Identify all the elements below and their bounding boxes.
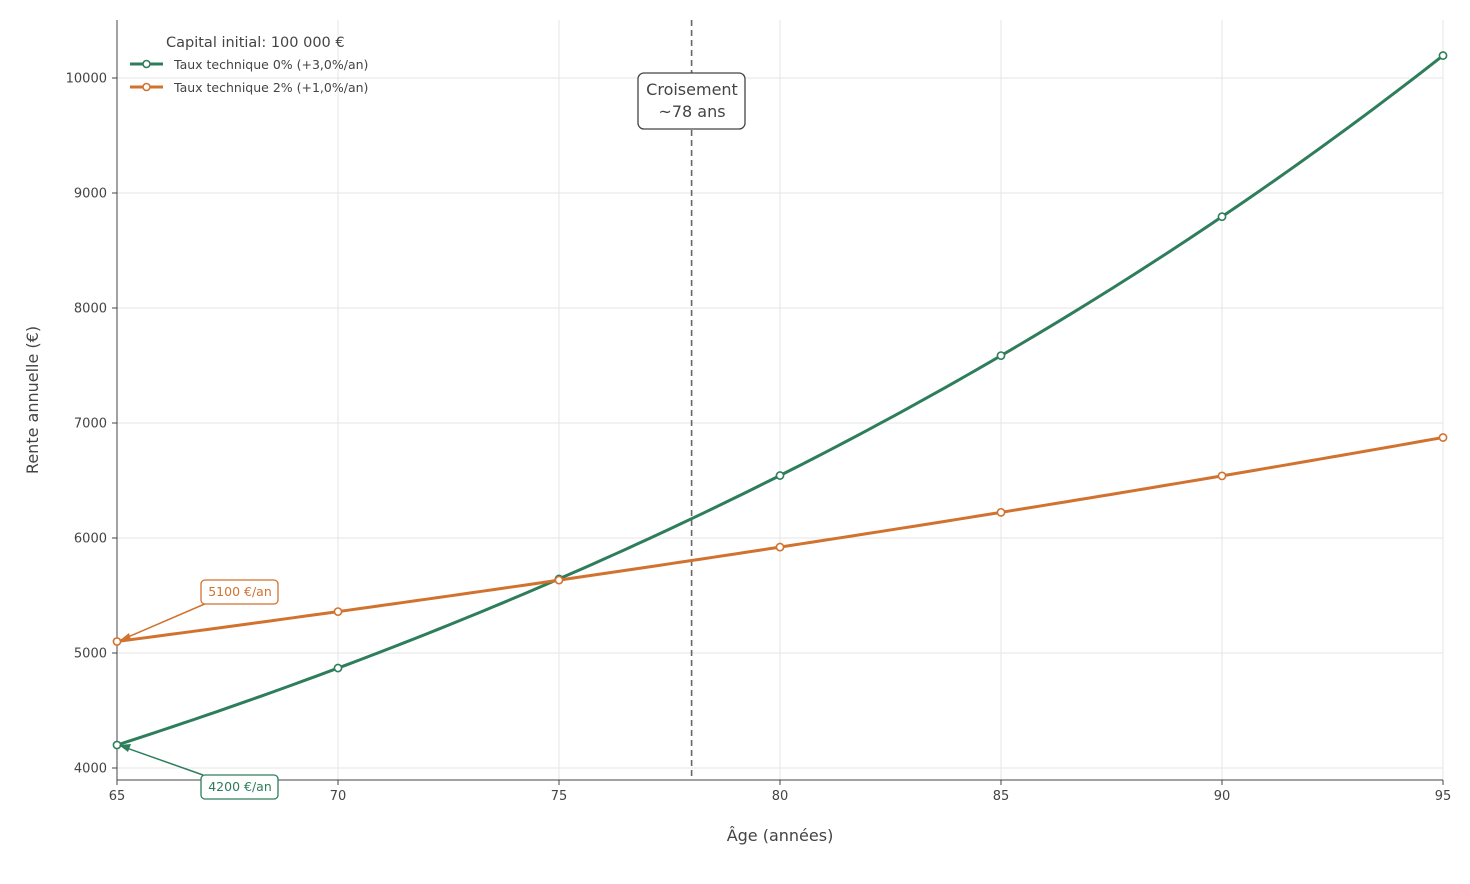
data-point-marker[interactable] (333, 663, 343, 673)
data-point-marker[interactable] (1438, 51, 1448, 60)
data-point-marker[interactable] (775, 471, 785, 480)
arrow-head-icon (119, 633, 131, 641)
x-tick-label: 95 (1435, 789, 1452, 804)
data-point-marker[interactable] (996, 351, 1006, 361)
callout-line-1: Croisement (646, 80, 738, 99)
data-point-marker[interactable] (554, 575, 564, 585)
crossover-callout: Croisement ~78 ans (637, 72, 746, 130)
x-tick-label: 70 (330, 789, 347, 804)
value-annotations: 5100 €/an 4200 €/an (119, 579, 279, 800)
grid-lines (116, 20, 1444, 780)
series-orange (112, 433, 1448, 646)
x-tick-label: 75 (551, 789, 568, 804)
x-axis-title: Âge (années) (727, 826, 834, 845)
legend-item-green[interactable]: Taux technique 0% (+3,0%/an) (130, 57, 368, 72)
data-point-marker[interactable] (996, 507, 1006, 517)
x-tick-label: 90 (1214, 789, 1231, 804)
data-point-marker[interactable] (333, 607, 343, 616)
annotation-green: 4200 €/an (119, 744, 279, 800)
circle-marker-icon (142, 59, 151, 69)
data-point-marker[interactable] (112, 637, 122, 646)
y-tick-label: 5000 (74, 647, 107, 662)
y-tick-label: 10000 (66, 72, 107, 87)
legend-label-orange: Taux technique 2% (+1,0%/an) (173, 80, 368, 95)
legend-label-green: Taux technique 0% (+3,0%/an) (173, 57, 368, 72)
arrow-head-icon (119, 744, 131, 752)
data-point-marker[interactable] (775, 542, 785, 552)
callout-box (637, 72, 746, 130)
y-tick-label: 6000 (74, 532, 107, 547)
circle-marker-icon (142, 82, 151, 92)
legend-item-orange[interactable]: Taux technique 2% (+1,0%/an) (130, 80, 368, 95)
y-axis-title: Rente annuelle (€) (23, 326, 42, 474)
data-point-marker[interactable] (1438, 433, 1448, 442)
annotation-orange: 5100 €/an (119, 579, 279, 641)
x-tick-label: 80 (772, 789, 789, 804)
callout-line-2: ~78 ans (658, 102, 725, 121)
x-axis-ticks: 65 70 75 80 85 90 95 (109, 780, 1452, 804)
y-axis-ticks: 4000 5000 6000 7000 8000 9000 10000 (66, 72, 117, 777)
y-tick-label: 4000 (74, 762, 107, 777)
data-point-marker[interactable] (1217, 471, 1227, 481)
y-tick-label: 9000 (74, 187, 107, 202)
x-tick-label: 85 (993, 789, 1010, 804)
legend-title: Capital initial: 100 000 € (166, 35, 345, 51)
annotation-label-orange: 5100 €/an (208, 584, 272, 599)
y-tick-label: 7000 (74, 417, 107, 432)
y-tick-label: 8000 (74, 302, 107, 317)
x-tick-label: 65 (109, 789, 126, 804)
annotation-label-green: 4200 €/an (208, 779, 272, 794)
legend: Capital initial: 100 000 € Taux techniqu… (130, 35, 368, 95)
series-lines (112, 51, 1448, 750)
data-point-marker[interactable] (1217, 212, 1227, 222)
